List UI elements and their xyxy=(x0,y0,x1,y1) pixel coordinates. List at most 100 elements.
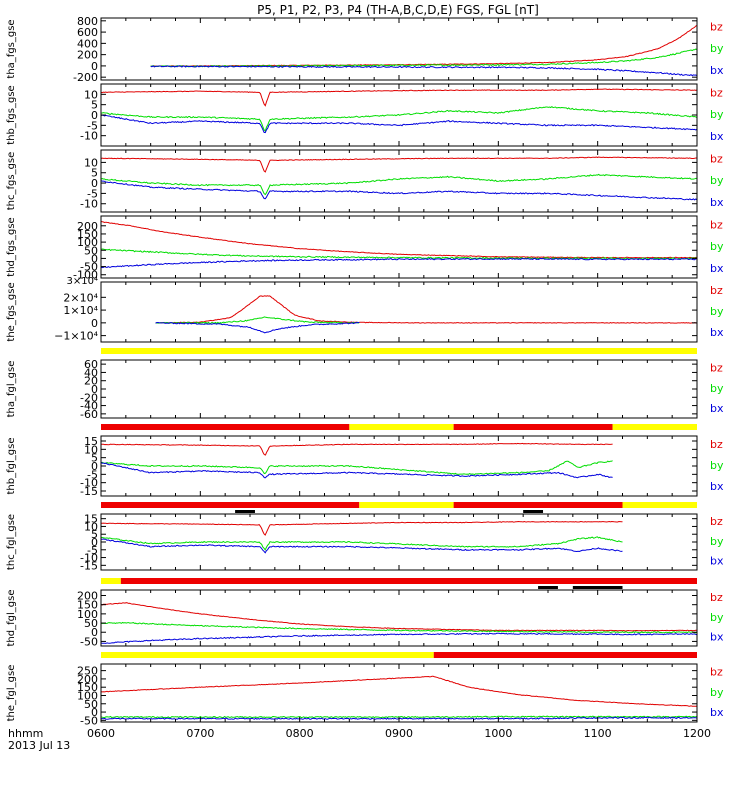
x-tick-label: 1200 xyxy=(683,727,711,740)
series-bz xyxy=(101,442,613,456)
y-tick-label: -50 xyxy=(80,261,98,274)
y-tick-label: 2×10⁴ xyxy=(63,291,98,304)
y-axis-label: thb_fgl_gse xyxy=(6,438,17,495)
component-label-by: by xyxy=(710,686,724,699)
series-by xyxy=(101,460,613,476)
y-tick-label: 250 xyxy=(77,665,98,678)
x-tick-label: 1000 xyxy=(484,727,512,740)
y-tick-label: 400 xyxy=(77,37,98,50)
component-label-bz: bz xyxy=(710,591,723,604)
mode-bar-segment xyxy=(453,424,613,430)
mode-bar-segment xyxy=(612,424,697,430)
y-exponent-label: 3×10⁴ xyxy=(67,276,98,287)
y-tick-label: -5 xyxy=(87,468,98,481)
y-tick-label: 5 xyxy=(91,99,98,112)
y-axis-label: thb_fgs_gse xyxy=(6,85,17,144)
flag-bar xyxy=(235,510,255,513)
component-label-bz: bz xyxy=(710,284,723,297)
component-label-by: by xyxy=(710,174,724,187)
flag-bar xyxy=(523,510,544,513)
y-tick-label: 50 xyxy=(84,698,98,711)
mode-bar-segment xyxy=(622,502,697,508)
panel-frame xyxy=(100,17,698,81)
series-by xyxy=(150,48,697,68)
x-tick-label: 0900 xyxy=(385,727,413,740)
y-tick-label: 0 xyxy=(91,252,98,265)
y-tick-label: 0 xyxy=(91,317,98,330)
series-bz xyxy=(101,520,623,536)
series-bx xyxy=(101,180,697,201)
component-label-bx: bx xyxy=(710,64,724,77)
series-bz xyxy=(101,156,697,173)
panel-frame xyxy=(100,215,698,279)
mode-bar-segment xyxy=(101,424,350,430)
y-tick-label: 200 xyxy=(77,673,98,686)
y-tick-label: 15 xyxy=(84,435,98,448)
series-group xyxy=(101,675,697,720)
y-tick-label: -200 xyxy=(73,71,98,84)
series-group xyxy=(101,88,697,134)
y-tick-label: 50 xyxy=(84,244,98,257)
y-axis-label: tha_fgl_gse xyxy=(6,361,17,418)
series-bx xyxy=(155,321,360,334)
component-label-bz: bz xyxy=(710,515,723,528)
y-tick-label: 200 xyxy=(77,590,98,603)
mode-bar-segment xyxy=(120,578,697,584)
y-tick-label: -10 xyxy=(80,130,98,143)
component-label-bx: bx xyxy=(710,630,724,643)
component-label-bz: bz xyxy=(710,218,723,231)
x-tick-label: 0800 xyxy=(286,727,314,740)
y-tick-label: -100 xyxy=(73,269,98,282)
y-axis-label: thd_fgl_gse xyxy=(6,590,17,647)
y-axis-label: the_fgl_gse xyxy=(6,665,17,722)
y-tick-label: 0 xyxy=(91,706,98,719)
series-by xyxy=(101,621,697,634)
y-tick-label: 60 xyxy=(84,358,98,371)
y-tick-label: 100 xyxy=(77,608,98,621)
component-label-by: by xyxy=(710,611,724,624)
mode-bar-segment xyxy=(101,652,434,658)
component-label-bz: bz xyxy=(710,362,723,375)
x-tick-label: 0600 xyxy=(87,727,115,740)
y-tick-label: 10 xyxy=(84,443,98,456)
series-group xyxy=(101,602,697,644)
series-by xyxy=(101,715,697,719)
y-tick-label: -5 xyxy=(87,119,98,132)
panel-frame xyxy=(100,359,698,419)
y-tick-label: 50 xyxy=(84,617,98,630)
series-by xyxy=(101,105,697,132)
series-by xyxy=(101,536,623,551)
y-axis-label: thc_fgl_gse xyxy=(6,514,17,570)
series-group xyxy=(150,24,697,77)
time-label: hhmm xyxy=(8,727,43,740)
y-tick-label: 10 xyxy=(84,156,98,169)
component-label-bx: bx xyxy=(710,554,724,567)
series-group xyxy=(101,442,613,479)
y-tick-label: -40 xyxy=(80,400,98,413)
mode-bar-segment xyxy=(101,502,360,508)
y-tick-label: 0 xyxy=(91,536,98,549)
time-axis: 0600 0700 0800 0900 1000 1100 1200 xyxy=(87,727,711,740)
component-label-bx: bx xyxy=(710,706,724,719)
mode-bar-segment xyxy=(453,502,623,508)
y-tick-label: -50 xyxy=(80,635,98,648)
y-tick-label: 0 xyxy=(91,460,98,473)
figure-title: P5, P1, P2, P3, P4 (TH-A,B,C,D,E) FGS, F… xyxy=(257,3,539,17)
component-label-bx: bx xyxy=(710,196,724,209)
component-label-bz: bz xyxy=(710,152,723,165)
y-tick-label: 10 xyxy=(84,88,98,101)
y-tick-label: 40 xyxy=(84,366,98,379)
y-axis-label: thd_fgs_gse xyxy=(6,217,17,276)
x-tick-label: 0700 xyxy=(186,727,214,740)
y-tick-label: -60 xyxy=(80,408,98,421)
component-label-bx: bx xyxy=(710,480,724,493)
panel-frame xyxy=(100,281,698,343)
y-tick-label: 20 xyxy=(84,375,98,388)
flag-bar xyxy=(538,586,558,589)
y-tick-label: 1×10⁴ xyxy=(63,304,98,317)
